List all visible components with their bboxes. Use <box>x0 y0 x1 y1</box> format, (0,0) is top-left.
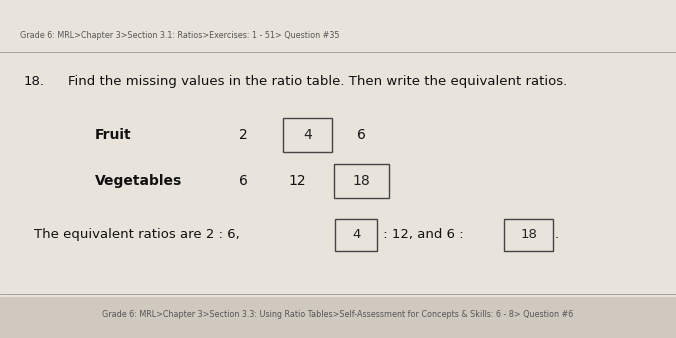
Text: .: . <box>554 228 558 241</box>
Text: 12: 12 <box>289 174 306 188</box>
Text: Find the missing values in the ratio table. Then write the equivalent ratios.: Find the missing values in the ratio tab… <box>68 75 567 88</box>
Text: Grade 6: MRL>Chapter 3>Section 3.1: Ratios>Exercises: 1 - 51> Question #35: Grade 6: MRL>Chapter 3>Section 3.1: Rati… <box>20 31 340 40</box>
FancyBboxPatch shape <box>0 0 676 297</box>
Text: Fruit: Fruit <box>95 128 131 142</box>
Text: The equivalent ratios are 2 : 6,: The equivalent ratios are 2 : 6, <box>34 228 239 241</box>
Text: 6: 6 <box>357 128 366 142</box>
Text: : 12, and 6 :: : 12, and 6 : <box>379 228 463 241</box>
Text: 6: 6 <box>239 174 248 188</box>
Text: 2: 2 <box>239 128 247 142</box>
Text: 4: 4 <box>304 128 312 142</box>
Text: 18: 18 <box>353 174 370 188</box>
Text: 18: 18 <box>521 228 537 241</box>
Text: Vegetables: Vegetables <box>95 174 182 188</box>
Text: Grade 6: MRL>Chapter 3>Section 3.3: Using Ratio Tables>Self-Assessment for Conce: Grade 6: MRL>Chapter 3>Section 3.3: Usin… <box>102 310 574 319</box>
Text: 18.: 18. <box>24 75 45 88</box>
Text: 4: 4 <box>352 228 360 241</box>
